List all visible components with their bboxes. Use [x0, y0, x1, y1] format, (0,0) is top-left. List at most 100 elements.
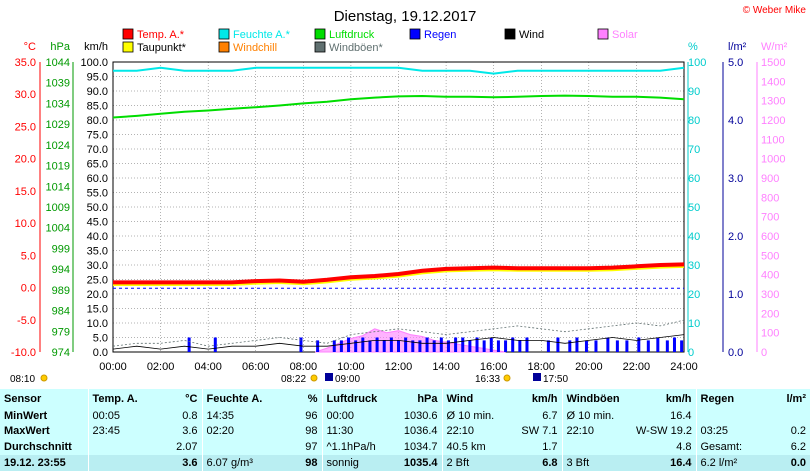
stats-cell: Temp. A.	[87, 389, 148, 409]
stats-cell: 1036.4	[403, 425, 438, 438]
wind-tick-label: 85.0	[87, 101, 108, 113]
moon-icon	[325, 373, 333, 381]
wind-tick-label: 40.0	[87, 231, 108, 243]
stats-cell: 00:05	[87, 408, 148, 424]
pressure-tick-label: 989	[52, 285, 70, 297]
x-tick-label: 18:00	[527, 361, 555, 373]
rain-bar	[389, 337, 393, 352]
rain-bar	[637, 337, 641, 352]
rain-bar	[525, 337, 529, 352]
wind-tick-label: 50.0	[87, 202, 108, 214]
stats-cell: 19.12. 23:55	[0, 455, 88, 471]
rain-bar	[454, 337, 458, 352]
solar-tick-label: 300	[761, 289, 779, 301]
humidity-tick-label: 70	[688, 144, 700, 156]
humidity-tick-label: 10	[688, 318, 700, 330]
stats-table: Sensor Temp. A. °C Feuchte A.% Luftdruck hPa W…	[0, 389, 810, 471]
series-line-temp-a	[113, 262, 685, 285]
temp-tick-label: 5.0	[21, 250, 36, 262]
rain-bar	[518, 340, 522, 352]
legend-label: Windchill	[233, 42, 277, 54]
pressure-tick-label: 979	[52, 326, 70, 338]
rain-bar	[187, 337, 191, 352]
wind-tick-label: 30.0	[87, 260, 108, 272]
stats-cell: 6.2 l/m²	[695, 455, 756, 471]
legend-label: Taupunkt*	[137, 42, 187, 54]
stats-cell: W-SW 19.2	[636, 425, 693, 438]
stats-cell: 00:00	[321, 408, 390, 424]
humidity-tick-label: 100	[688, 57, 706, 69]
stats-row: Durchschnitt 2.07 97 ^1.1hPa/h 1034.7 40.5 km…	[0, 439, 810, 456]
stats-row: MinWert 00:05 0.8 14:35 96 00:00 1030.6 Ø 10 mi…	[0, 408, 810, 424]
stats-cell: 14:35	[201, 408, 266, 424]
stats-cell: 0.8	[182, 409, 198, 422]
pressure-tick-label: 1044	[46, 57, 70, 69]
x-tick-label: 04:00	[194, 361, 222, 373]
stats-cell	[87, 455, 148, 471]
x-tick-label: 10:00	[337, 361, 365, 373]
stats-cell: 97	[305, 440, 318, 453]
x-tick-label: 02:00	[147, 361, 175, 373]
stats-cell: 6.07 g/m³	[201, 455, 266, 471]
pressure-tick-label: 1004	[46, 223, 70, 235]
stats-cell: km/h	[531, 392, 558, 405]
chart-canvas: Dienstag, 19.12.2017 © Weber Mike Temp. …	[10, 5, 806, 385]
rain-bar	[354, 340, 358, 352]
rain-axis-unit: l/m²	[728, 41, 747, 53]
legend-label: Feuchte A.*	[233, 29, 291, 41]
x-tick-label: 08:00	[290, 361, 318, 373]
rain-bar	[672, 337, 676, 352]
sunset-time: 16:33	[475, 374, 500, 385]
rain-bar	[646, 340, 650, 352]
stats-cell: Ø 10 min.	[561, 408, 632, 424]
rain-bar	[339, 340, 343, 352]
temp-tick-label: 0.0	[21, 283, 36, 295]
stats-cell: 6.2	[790, 440, 806, 453]
stats-cell: °C	[185, 392, 198, 405]
stats-cell: 11:30	[321, 423, 390, 440]
solar-tick-label: 100	[761, 328, 779, 340]
legend-swatch	[218, 28, 230, 40]
stats-cell: 98	[305, 425, 318, 438]
wind-tick-label: 0.0	[93, 347, 108, 359]
pressure-tick-label: 974	[52, 347, 70, 359]
wind-tick-label: 25.0	[87, 275, 108, 287]
wind-tick-label: 80.0	[87, 115, 108, 127]
stats-cell	[695, 408, 756, 424]
stats-cell	[561, 439, 632, 456]
stats-cell: 22:10	[441, 423, 512, 440]
pressure-tick-label: 1029	[46, 119, 70, 131]
pressure-tick-label: 1009	[46, 202, 70, 214]
rain-bar	[496, 340, 500, 352]
legend-swatch	[314, 28, 326, 40]
stats-cell: Wind	[441, 389, 512, 409]
wind-tick-label: 100.0	[80, 57, 108, 69]
temp-tick-label: 15.0	[15, 186, 36, 198]
sun-icon	[503, 374, 511, 382]
humidity-axis-unit: %	[688, 41, 698, 53]
rain-bar	[482, 340, 486, 352]
solar-tick-label: 1300	[761, 96, 785, 108]
stats-row: MaxWert 23:45 3.6 02:20 98 11:30 1036.4 22:10 SW…	[0, 423, 810, 440]
wind-tick-label: 70.0	[87, 144, 108, 156]
stats-cell: 4.8	[676, 440, 692, 453]
stats-cell: Regen	[695, 389, 756, 409]
solar-tick-label: 1000	[761, 154, 785, 166]
solar-tick-label: 1500	[761, 57, 785, 69]
stats-cell: %	[307, 392, 318, 405]
humidity-tick-label: 90	[688, 86, 700, 98]
rain-bar	[446, 340, 450, 352]
rain-tick-label: 0.0	[728, 347, 743, 359]
stats-cell: 6.7	[542, 409, 558, 422]
axes: 00:00 02:00 04:00 06:00 08:00 10:00 12:00 14:00…	[10, 41, 788, 385]
series-line-wind	[112, 334, 685, 350]
rain-tick-label: 4.0	[728, 115, 743, 127]
wind-tick-label: 20.0	[87, 289, 108, 301]
stats-cell: 2.07	[176, 440, 198, 453]
temp-tick-label: 35.0	[15, 57, 36, 69]
stats-cell: 16.4	[632, 455, 696, 471]
stats-cell: Windböen	[561, 389, 632, 409]
stats-cell: Feuchte A.	[201, 389, 266, 409]
temp-tick-label: 30.0	[15, 89, 36, 101]
humidity-tick-label: 60	[688, 173, 700, 185]
